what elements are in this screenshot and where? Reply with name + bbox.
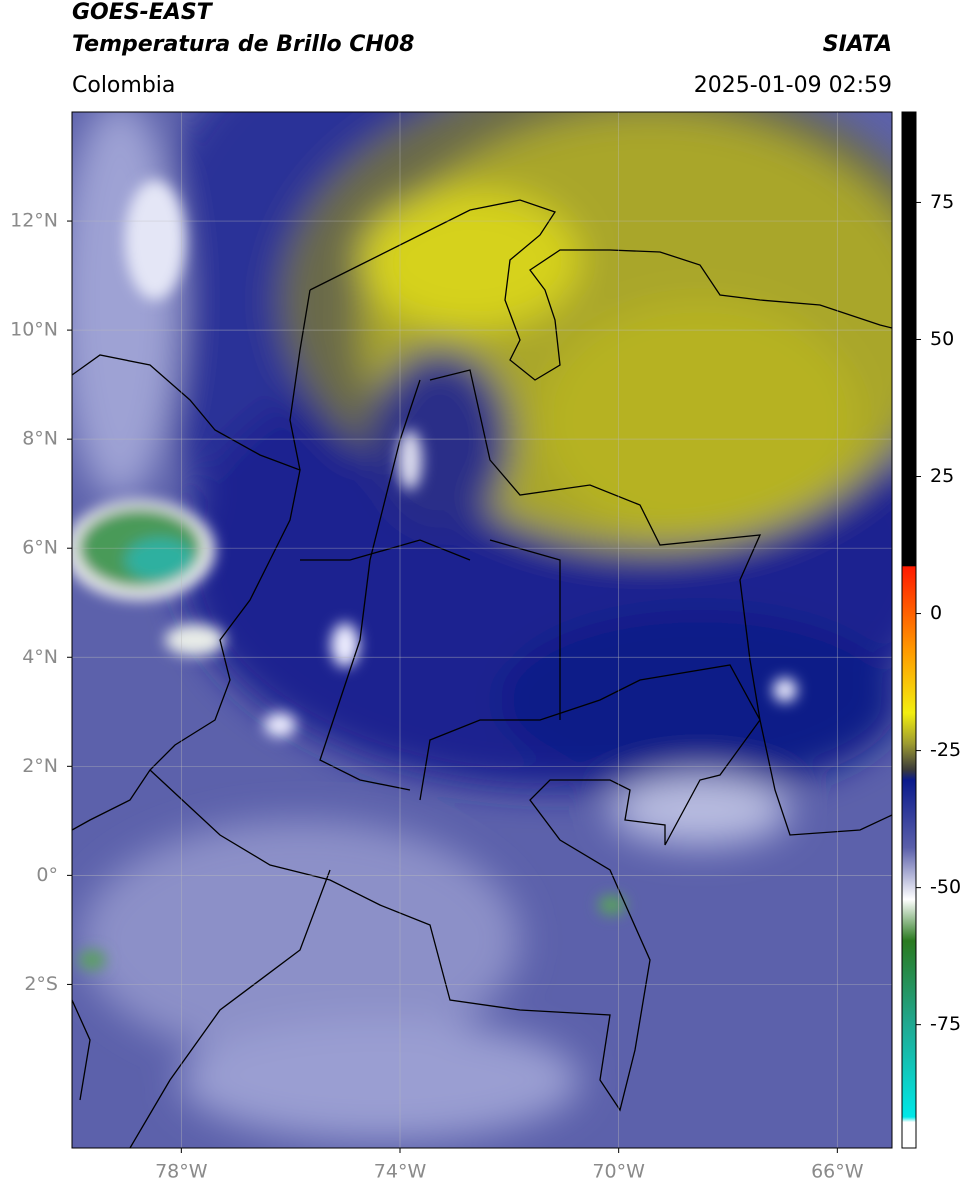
colorbar-label: 25 (930, 465, 954, 487)
lat-label: 0° (36, 864, 58, 886)
satellite-image (72, 112, 892, 1148)
lon-label: 66°W (811, 1161, 864, 1183)
lat-label: 4°N (22, 646, 58, 668)
colorbar-label: -25 (930, 739, 961, 761)
lat-label: 2°N (22, 755, 58, 777)
satellite-title: GOES-EAST (72, 0, 214, 25)
colorbar-label: -50 (930, 876, 961, 898)
colorbar-label: 0 (930, 602, 942, 624)
map-frame (71, 111, 893, 1149)
lon-label: 74°W (374, 1161, 427, 1183)
colorbar-label: 50 (930, 328, 954, 350)
colorbar-label: -75 (930, 1013, 961, 1035)
lat-label: 8°N (22, 428, 58, 450)
graticule (72, 112, 892, 1148)
timestamp: 2025-01-09 02:59 (694, 73, 892, 98)
source: SIATA (823, 32, 892, 57)
region: Colombia (72, 73, 175, 98)
colorbar (901, 111, 917, 1149)
lat-label: 12°N (10, 210, 58, 232)
lon-label: 78°W (155, 1161, 208, 1183)
colorbar-label: 75 (930, 191, 954, 213)
lon-label: 70°W (592, 1161, 645, 1183)
lat-label: 10°N (10, 319, 58, 341)
lat-label: 6°N (22, 537, 58, 559)
product-title: Temperatura de Brillo CH08 (72, 32, 414, 57)
lat-label: 2°S (24, 973, 58, 995)
